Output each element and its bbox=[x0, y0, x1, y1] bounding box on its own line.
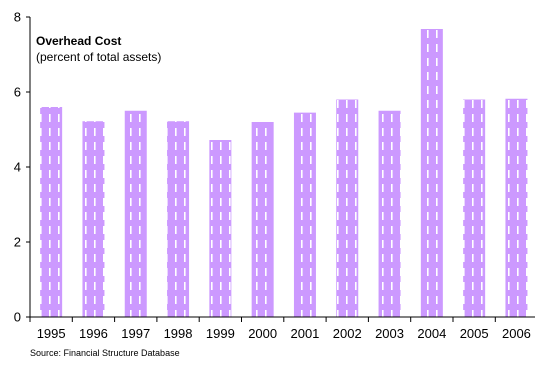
x-tick-label-1998: 1998 bbox=[164, 326, 193, 341]
x-tick-label-1997: 1997 bbox=[121, 326, 150, 341]
bar-1999 bbox=[209, 140, 232, 317]
bar-2000 bbox=[251, 122, 274, 317]
chart-subtitle: (percent of total assets) bbox=[36, 50, 161, 64]
bar-2004 bbox=[420, 29, 443, 317]
y-tick-label: 6 bbox=[14, 85, 21, 100]
y-tick-label: 2 bbox=[14, 235, 21, 250]
x-tick-label-2005: 2005 bbox=[460, 326, 489, 341]
y-tick-labels: 0 2 4 6 8 bbox=[14, 10, 21, 325]
bar-1997 bbox=[124, 110, 147, 317]
bar-2005 bbox=[463, 99, 486, 317]
y-tick-label: 8 bbox=[14, 10, 21, 25]
x-tick-label-1996: 1996 bbox=[79, 326, 108, 341]
bar-1998 bbox=[167, 121, 190, 317]
bar-1996 bbox=[82, 121, 105, 317]
bar-2002 bbox=[336, 99, 359, 317]
chart-title: Overhead Cost bbox=[36, 34, 121, 48]
x-tick-labels: 1995 1996 1997 1998 1999 2000 2001 2002 2003 2004… bbox=[37, 326, 531, 341]
x-tick-label-1999: 1999 bbox=[206, 326, 235, 341]
x-tick-label-1995: 1995 bbox=[37, 326, 66, 341]
x-tick-label-2004: 2004 bbox=[417, 326, 446, 341]
x-tick-label-2001: 2001 bbox=[290, 326, 319, 341]
chart-source: Source: Financial Structure Database bbox=[30, 348, 180, 358]
x-tick-label-2003: 2003 bbox=[375, 326, 404, 341]
bars-group bbox=[40, 29, 528, 318]
y-tick-label: 4 bbox=[14, 160, 21, 175]
bar-2001 bbox=[293, 112, 316, 318]
bar-1995 bbox=[40, 107, 63, 317]
bar-2006 bbox=[505, 98, 528, 317]
bar-2003 bbox=[378, 110, 401, 317]
axes-group bbox=[26, 16, 535, 322]
x-tick-label-2006: 2006 bbox=[502, 326, 531, 341]
x-tick-label-2000: 2000 bbox=[248, 326, 277, 341]
x-tick-label-2002: 2002 bbox=[333, 326, 362, 341]
y-tick-label: 0 bbox=[14, 310, 21, 325]
